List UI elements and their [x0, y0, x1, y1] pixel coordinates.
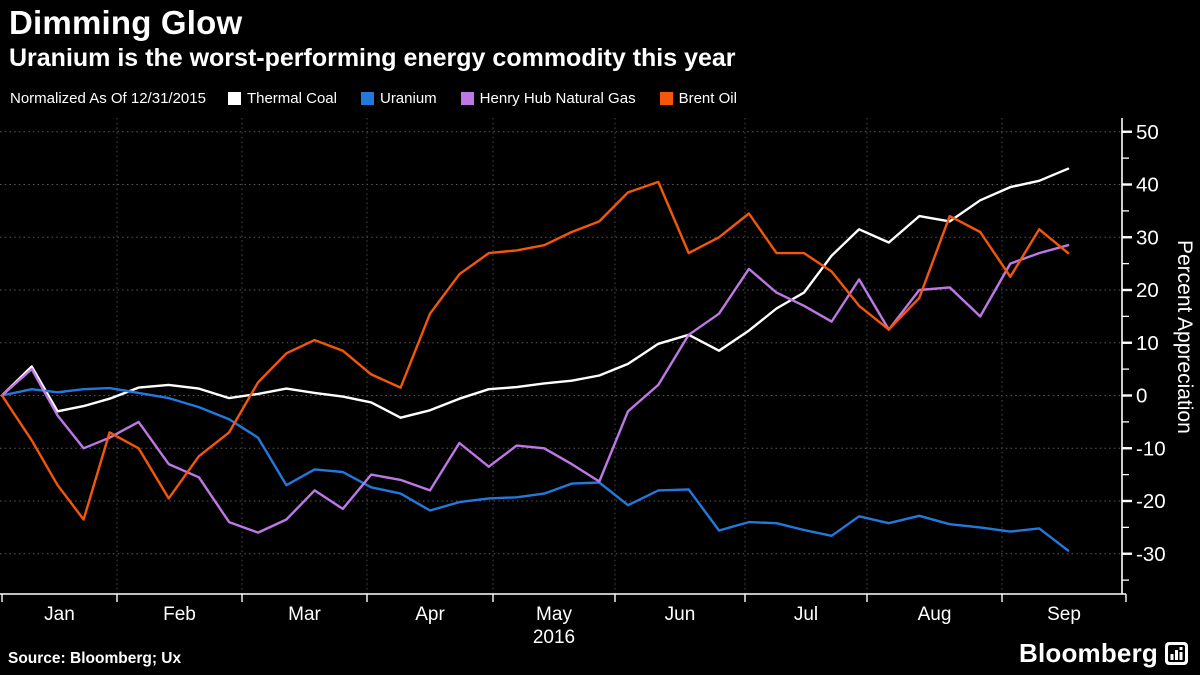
x-month-label: Jun — [665, 604, 696, 625]
y-tick-label: 0 — [1136, 385, 1147, 408]
source-note: Source: Bloomberg; Ux — [8, 650, 182, 667]
legend-swatch-brent-oil — [659, 92, 673, 105]
series-line-brent-oil — [0, 180, 1070, 521]
legend-label-uranium: Uranium — [379, 90, 437, 107]
y-tick-label: 10 — [1136, 332, 1159, 355]
series-line-henry-hub-natural-gas — [0, 243, 1070, 534]
page-subtitle: Uranium is the worst-performing energy c… — [9, 44, 736, 72]
y-tick-label: 50 — [1136, 121, 1159, 144]
x-month-label: Feb — [163, 604, 196, 625]
y-tick-label: -10 — [1136, 437, 1166, 460]
legend-item-thermal-coal: Thermal Coal — [227, 90, 337, 107]
legend-item-henry-hub: Henry Hub Natural Gas — [460, 90, 636, 107]
bloomberg-wordmark: Bloomberg — [1018, 638, 1158, 668]
x-year-label: 2016 — [533, 627, 575, 648]
y-axis-title: Percent Appreciation — [1173, 240, 1196, 434]
x-month-label: Mar — [288, 604, 321, 625]
legend-label-henry-hub: Henry Hub Natural Gas — [479, 90, 636, 107]
y-tick-label: 40 — [1136, 174, 1159, 197]
y-tick-label: 30 — [1136, 226, 1159, 249]
legend-swatch-henry-hub — [460, 92, 474, 105]
series-line-uranium — [0, 386, 1070, 552]
x-month-label: Jul — [794, 604, 818, 625]
x-month-label: Sep — [1047, 604, 1081, 625]
legend-normalized-note: Normalized As Of 12/31/2015 — [10, 90, 206, 107]
x-month-label: Aug — [918, 604, 952, 625]
bloomberg-logo: Bloomberg — [1019, 638, 1188, 669]
legend-item-brent-oil: Brent Oil — [659, 90, 737, 107]
legend-swatch-thermal-coal — [227, 92, 241, 105]
x-month-label: May — [536, 604, 572, 625]
series-line-thermal-coal — [0, 167, 1070, 419]
y-tick-label: 20 — [1136, 279, 1159, 302]
bloomberg-chart-icon — [1165, 642, 1188, 665]
chart-legend: Normalized As Of 12/31/2015 Thermal Coal… — [10, 90, 761, 107]
legend-label-brent-oil: Brent Oil — [678, 90, 737, 107]
y-tick-label: -30 — [1136, 543, 1166, 566]
x-month-label: Jan — [44, 604, 75, 625]
legend-label-thermal-coal: Thermal Coal — [246, 90, 337, 107]
y-tick-label: -20 — [1136, 490, 1166, 513]
page-title: Dimming Glow — [9, 4, 243, 41]
x-month-label: Apr — [415, 604, 445, 625]
legend-swatch-uranium — [360, 92, 374, 105]
legend-item-uranium: Uranium — [360, 90, 437, 107]
